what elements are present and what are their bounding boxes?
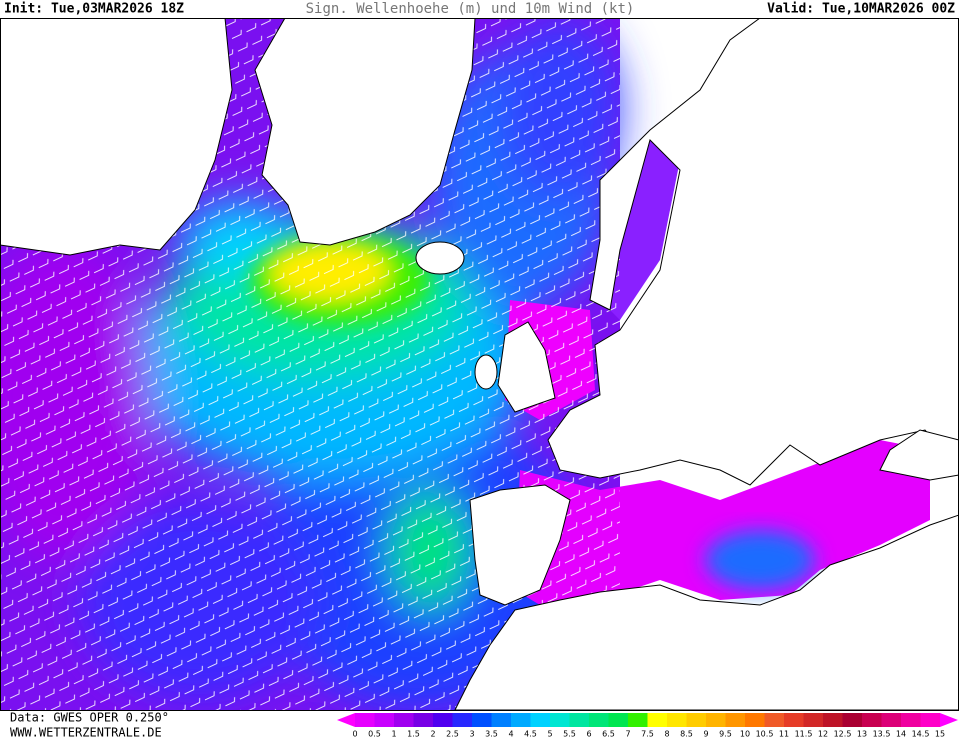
scale-swatch	[530, 713, 550, 727]
scale-arrow	[337, 713, 355, 727]
scale-label: 4.5	[524, 730, 537, 739]
scale-swatch	[374, 713, 394, 727]
scale-swatch	[706, 713, 726, 727]
scale-label: 12.5	[834, 730, 852, 739]
map	[0, 18, 959, 710]
scale-label: 0	[352, 730, 357, 739]
scale-swatch	[764, 713, 784, 727]
scale-label: 6.5	[602, 730, 615, 739]
scale-label: 10.5	[756, 730, 774, 739]
scale-label: 11	[779, 730, 789, 739]
map-title: Sign. Wellenhoehe (m) und 10m Wind (kt)	[306, 1, 635, 17]
scale-swatch	[608, 713, 628, 727]
scale-label: 14.5	[912, 730, 930, 739]
scale-swatch	[355, 713, 375, 727]
scale-swatch	[823, 713, 843, 727]
scale-swatch	[472, 713, 492, 727]
scale-swatch	[452, 713, 472, 727]
scale-label: 5.5	[563, 730, 576, 739]
scale-swatch	[433, 713, 453, 727]
scale-swatch	[725, 713, 745, 727]
scale-label: 2	[430, 730, 435, 739]
scale-label: 10	[740, 730, 750, 739]
scale-label: 8.5	[680, 730, 693, 739]
scale-swatch	[842, 713, 862, 727]
scale-label: 7	[625, 730, 630, 739]
scale-swatch	[589, 713, 609, 727]
scale-label: 6	[586, 730, 591, 739]
scale-label: 8	[664, 730, 669, 739]
scale-swatch	[784, 713, 804, 727]
scale-label: 15	[935, 730, 945, 739]
scale-label: 1	[391, 730, 396, 739]
scale-swatch	[862, 713, 882, 727]
scale-swatch	[628, 713, 648, 727]
scale-swatch	[569, 713, 589, 727]
scale-label: 9.5	[719, 730, 732, 739]
scale-label: 7.5	[641, 730, 654, 739]
scale-label: 1.5	[407, 730, 420, 739]
scale-label: 13	[857, 730, 867, 739]
scale-label: 4	[508, 730, 513, 739]
scale-label: 14	[896, 730, 906, 739]
scale-label: 2.5	[446, 730, 459, 739]
scale-swatch	[491, 713, 511, 727]
scale-swatch	[881, 713, 901, 727]
landmasses	[0, 18, 959, 710]
scale-label: 9	[703, 730, 708, 739]
website: WWW.WETTERZENTRALE.DE	[10, 726, 162, 740]
scale-label: 0.5	[368, 730, 381, 739]
init-time: Init: Tue,03MAR2026 18Z	[4, 2, 184, 17]
scale-label: 3	[469, 730, 474, 739]
scale-swatch	[667, 713, 687, 727]
valid-time: Valid: Tue,10MAR2026 00Z	[767, 2, 955, 17]
color-scale: 0 0.5 1 1.5 2 2.5 3 3.5 4 4.5 5 5.5 6 6.5 7 7.5 8 8.5 9 9.5…	[337, 713, 958, 739]
scale-swatch	[803, 713, 823, 727]
scale-arrow	[940, 713, 958, 727]
scale-swatch	[901, 713, 921, 727]
scale-label: 3.5	[485, 730, 498, 739]
scale-swatch	[920, 713, 940, 727]
scale-swatch	[686, 713, 706, 727]
data-source: Data: GWES OPER 0.250°	[10, 711, 169, 725]
scale-swatch	[394, 713, 414, 727]
scale-swatch	[745, 713, 765, 727]
scale-swatch	[511, 713, 531, 727]
scale-label: 13.5	[873, 730, 891, 739]
scale-label: 12	[818, 730, 828, 739]
scale-swatch	[413, 713, 433, 727]
scale-swatch	[647, 713, 667, 727]
scale-swatch	[550, 713, 570, 727]
scale-label: 11.5	[795, 730, 813, 739]
scale-label: 5	[547, 730, 552, 739]
